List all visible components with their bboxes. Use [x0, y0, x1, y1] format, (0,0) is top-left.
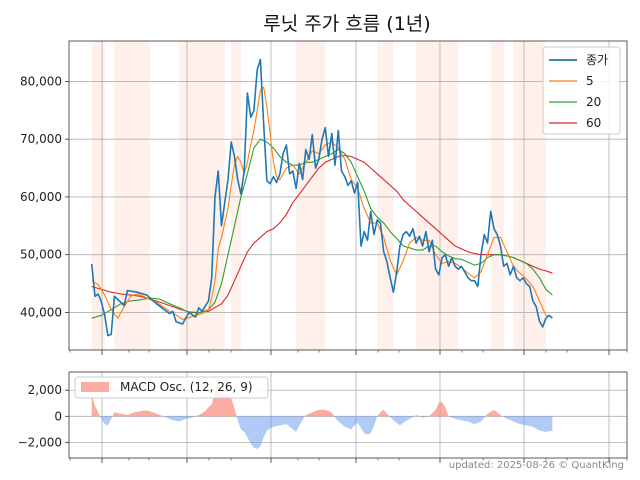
shaded-span-3	[231, 41, 241, 350]
macd-y-axis: −2,000 0 2,000	[18, 383, 69, 449]
price-panel-frame	[68, 40, 628, 351]
legend-label-2: 20	[586, 95, 601, 109]
price-legend-box	[542, 46, 621, 135]
macd-x-axis	[69, 458, 628, 463]
legend-label-0: 종가	[586, 53, 608, 67]
price-y-tick-label-4: 80,000	[20, 74, 62, 88]
macd-positive-area	[91, 378, 553, 417]
shaded-span-7	[490, 41, 504, 350]
price-x-axis	[69, 350, 628, 355]
price-y-tick-label-2: 60,000	[20, 190, 62, 204]
macd-legend-label: MACD Osc. (12, 26, 9)	[120, 380, 253, 394]
macd-legend-box	[74, 376, 269, 399]
shaded-span-4	[296, 41, 326, 350]
shaded-span-5	[377, 41, 394, 350]
shaded-span-0	[91, 41, 105, 350]
macd-y-tick-label-1: 0	[54, 409, 62, 423]
legend-label-1: 5	[586, 74, 594, 88]
macd-series-group	[91, 378, 553, 449]
macd-legend-swatch	[81, 382, 109, 392]
series-line-0	[90, 58, 553, 337]
macd-legend: MACD Osc. (12, 26, 9)	[74, 376, 269, 399]
price-grid	[69, 41, 627, 350]
macd-panel: −2,000 0 2,000 MACD Osc. (12, 26, 9)	[18, 371, 628, 463]
price-legend: 종가 5 20 60	[542, 46, 621, 135]
shaded-span-8	[513, 41, 546, 350]
price-panel: 40,000 50,000 60,000 70,000 80,000 종가 5 20 60	[20, 40, 628, 355]
macd-y-tick-label-0: −2,000	[18, 435, 62, 449]
shaded-span-2	[179, 41, 225, 350]
macd-panel-frame	[68, 371, 628, 459]
price-y-tick-label-1: 50,000	[20, 248, 62, 262]
legend-label-3: 60	[586, 116, 601, 130]
price-series-group	[90, 58, 553, 337]
shaded-span-6	[416, 41, 459, 350]
price-shading-group	[91, 41, 546, 350]
price-y-tick-label-0: 40,000	[20, 305, 62, 319]
shaded-span-1	[114, 41, 151, 350]
footer-text: updated: 2025-08-26 © QuantKing	[449, 460, 624, 471]
price-y-axis: 40,000 50,000 60,000 70,000 80,000	[20, 74, 69, 319]
price-y-tick-label-3: 70,000	[20, 132, 62, 146]
macd-y-tick-label-2: 2,000	[28, 383, 62, 397]
chart-title: 루닛 주가 흐름 (1년)	[263, 13, 430, 35]
